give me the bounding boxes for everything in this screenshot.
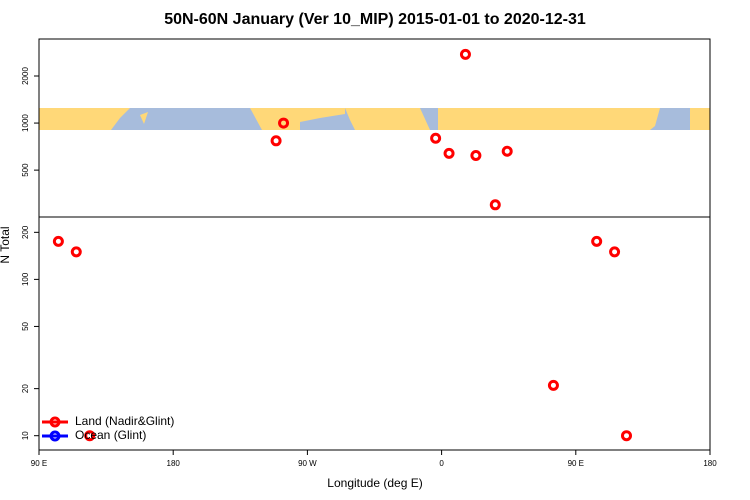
data-point xyxy=(70,246,82,258)
legend-label: Land (Nadir&Glint) xyxy=(75,414,174,428)
x-tick-label: 180 xyxy=(703,459,717,468)
y-tick-label: 20 xyxy=(21,384,30,393)
x-tick-label: 90 W xyxy=(298,459,317,468)
chart-title: 50N-60N January (Ver 10_MIP) 2015-01-01 … xyxy=(164,11,586,28)
legend-marker xyxy=(49,430,61,442)
x-tick-label: 90 E xyxy=(568,459,584,468)
x-axis-label: Longitude (deg E) xyxy=(327,476,422,490)
legend-marker xyxy=(49,416,61,428)
y-tick-label: 200 xyxy=(21,225,30,239)
data-point xyxy=(459,48,471,60)
plot-frame xyxy=(38,38,711,451)
y-tick-label: 1000 xyxy=(21,114,30,132)
data-point xyxy=(591,235,603,247)
data-point xyxy=(52,235,64,247)
y-tick-label: 100 xyxy=(21,272,30,286)
y-tick-label: 10 xyxy=(21,431,30,440)
data-point xyxy=(84,430,96,442)
data-point xyxy=(489,199,501,211)
x-tick-label: 0 xyxy=(439,459,444,468)
data-point xyxy=(609,246,621,258)
y-tick-label: 2000 xyxy=(21,67,30,85)
data-point xyxy=(443,147,455,159)
data-point xyxy=(620,430,632,442)
data-point xyxy=(270,135,282,147)
data-point xyxy=(278,117,290,129)
data-point xyxy=(430,132,442,144)
y-tick-label: 500 xyxy=(21,163,30,177)
data-point xyxy=(547,379,559,391)
x-tick-label: 180 xyxy=(167,459,181,468)
data-point xyxy=(470,150,482,162)
y-axis-label: N Total xyxy=(0,226,12,263)
legend-label: Ocean (Glint) xyxy=(75,428,146,442)
map-strip xyxy=(39,108,710,130)
x-tick-label: 90 E xyxy=(31,459,47,468)
data-point xyxy=(501,145,513,157)
y-tick-label: 50 xyxy=(21,321,30,330)
